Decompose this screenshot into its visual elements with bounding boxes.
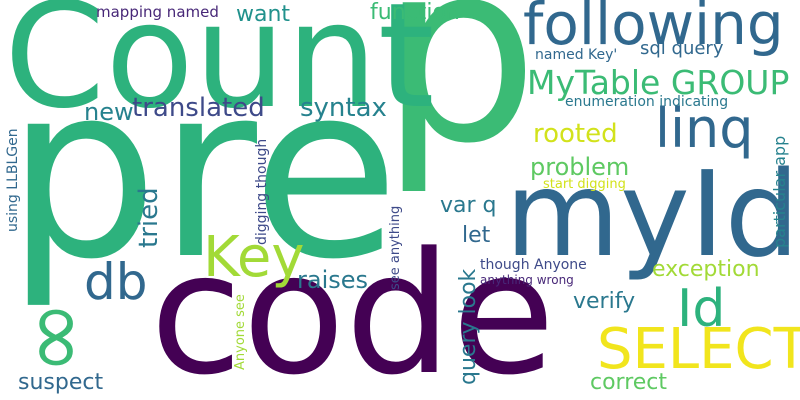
- word-correct: correct: [590, 370, 668, 395]
- word-using-llblgen: using LLBLGen: [5, 128, 21, 232]
- word-want: want: [236, 2, 291, 27]
- word-sql-query: sql query: [640, 38, 724, 59]
- word-infinity: ∞: [0, 300, 105, 375]
- word-see-anything: see anything: [388, 205, 403, 290]
- word-mapping-named: mapping named: [96, 3, 219, 21]
- word-anyone-see: Anyone see: [233, 294, 248, 370]
- word-pre: pre: [6, 32, 400, 312]
- word-key: Key: [203, 225, 305, 290]
- word-following: following: [523, 0, 784, 58]
- word-enumeration-indicating: enumeration indicating: [565, 94, 729, 110]
- word-problem: problem: [530, 153, 630, 181]
- word-rooted: rooted: [533, 119, 618, 149]
- word-verify: verify: [573, 289, 636, 314]
- word-exception: exception: [652, 257, 760, 282]
- word-anything-wrong: anything wrong: [480, 273, 574, 287]
- word-let: let: [462, 223, 491, 248]
- word-linq: linq: [655, 97, 754, 160]
- word-select: SELECT: [597, 317, 800, 382]
- word-db: db: [84, 253, 148, 311]
- word-mytable-group: MyTable GROUP: [527, 63, 790, 102]
- word-start-digging: start digging: [543, 177, 626, 192]
- word-count: Count: [4, 0, 435, 141]
- word-though-anyone: though Anyone: [480, 257, 587, 273]
- word-myid: myId: [505, 145, 800, 283]
- word-digging-though: digging though: [254, 138, 270, 245]
- word-new: new: [84, 98, 134, 126]
- word-p: p: [380, 0, 539, 198]
- word-var-q: var q: [440, 193, 497, 218]
- word-code: code: [150, 216, 556, 400]
- word-tried: tried: [134, 187, 164, 248]
- word-query-look: query look: [456, 268, 481, 385]
- word-suspect: suspect: [18, 370, 104, 395]
- word-id: Id: [677, 279, 726, 339]
- word-syntax: syntax: [300, 93, 387, 123]
- word-particular-app: particular app: [770, 135, 789, 248]
- word-named-key: named Key': [535, 47, 618, 63]
- word-raises: raises: [297, 266, 369, 294]
- word-function: function: [370, 0, 460, 25]
- word-translated: translated: [132, 93, 265, 123]
